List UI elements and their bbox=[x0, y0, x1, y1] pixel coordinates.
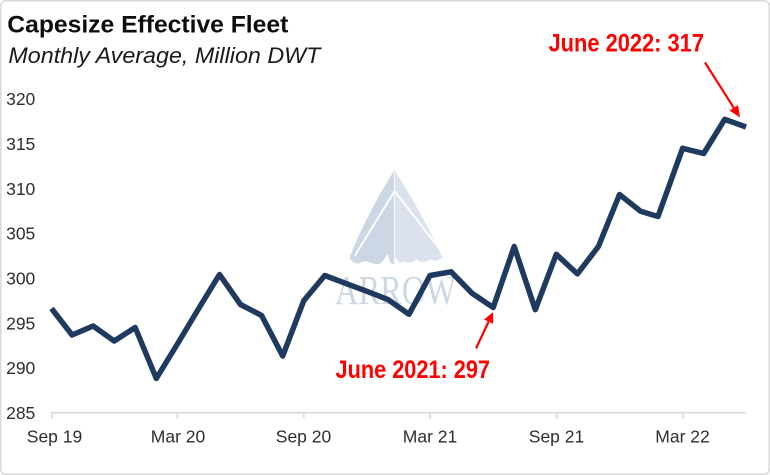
svg-text:295: 295 bbox=[6, 313, 35, 333]
svg-text:Mar 22: Mar 22 bbox=[655, 427, 709, 447]
svg-text:310: 310 bbox=[6, 179, 35, 199]
svg-text:Monthly Average, Million DWT: Monthly Average, Million DWT bbox=[8, 43, 322, 68]
svg-text:300: 300 bbox=[6, 269, 35, 289]
svg-text:June 2022: 317: June 2022: 317 bbox=[549, 29, 705, 57]
svg-text:June 2021: 297: June 2021: 297 bbox=[336, 356, 491, 384]
svg-text:315: 315 bbox=[6, 134, 35, 154]
svg-text:Mar 21: Mar 21 bbox=[403, 427, 457, 447]
svg-text:320: 320 bbox=[6, 89, 35, 109]
svg-text:Sep 20: Sep 20 bbox=[276, 427, 332, 447]
svg-text:Sep 19: Sep 19 bbox=[27, 427, 82, 447]
svg-text:Mar 20: Mar 20 bbox=[151, 427, 206, 447]
svg-text:Sep 21: Sep 21 bbox=[529, 427, 584, 447]
svg-text:285: 285 bbox=[6, 403, 35, 423]
svg-text:305: 305 bbox=[6, 224, 35, 244]
svg-text:Capesize Effective Fleet: Capesize Effective Fleet bbox=[7, 12, 288, 39]
svg-text:290: 290 bbox=[6, 358, 35, 378]
